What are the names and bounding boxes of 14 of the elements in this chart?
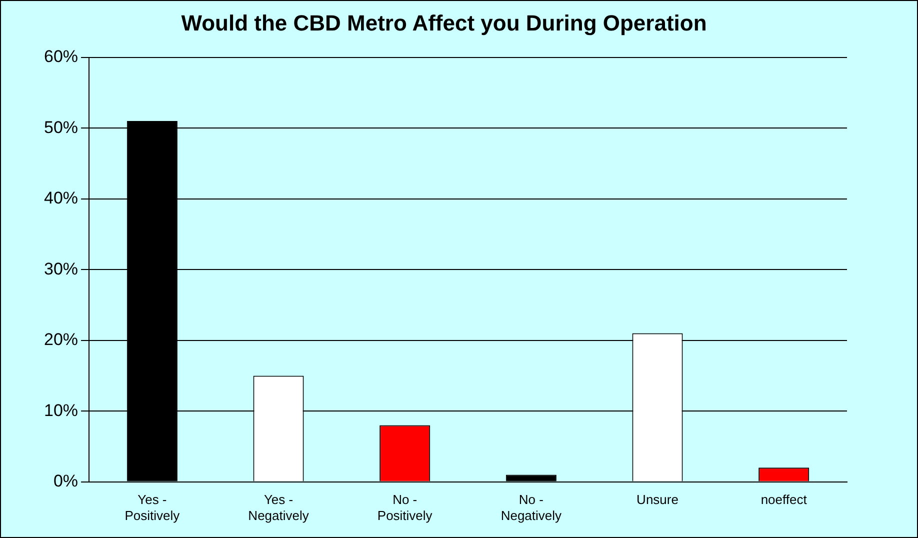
x-tick-label: noeffect <box>760 492 808 508</box>
y-tick-label: 60% <box>44 47 78 66</box>
y-tick-label: 50% <box>44 118 78 137</box>
x-tick-label: No - Positively <box>377 492 433 523</box>
y-tick-label: 0% <box>53 471 78 490</box>
y-tick-label: 20% <box>44 330 78 350</box>
x-tick-label: Unsure <box>636 492 678 508</box>
x-tick-label: Yes - Negatively <box>248 492 310 523</box>
x-tick-label: No - Negatively <box>500 492 562 523</box>
x-tick-label: Yes - Positively <box>124 492 180 523</box>
chart-title: Would the CBD Metro Affect you During Operation <box>181 10 707 36</box>
y-tick-label: 10% <box>44 400 78 420</box>
y-tick-label: 30% <box>44 259 78 278</box>
y-tick-label: 40% <box>44 188 78 208</box>
